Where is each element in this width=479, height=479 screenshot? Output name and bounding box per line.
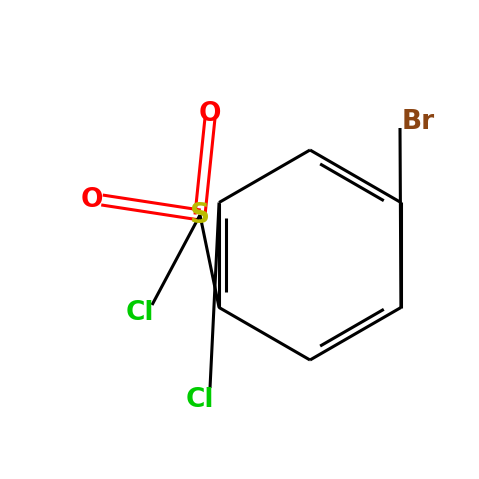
Text: O: O bbox=[199, 101, 221, 127]
Text: Cl: Cl bbox=[186, 387, 214, 413]
Text: Cl: Cl bbox=[126, 300, 154, 326]
Text: S: S bbox=[190, 201, 210, 229]
Text: O: O bbox=[81, 187, 103, 213]
Text: Br: Br bbox=[401, 109, 434, 135]
